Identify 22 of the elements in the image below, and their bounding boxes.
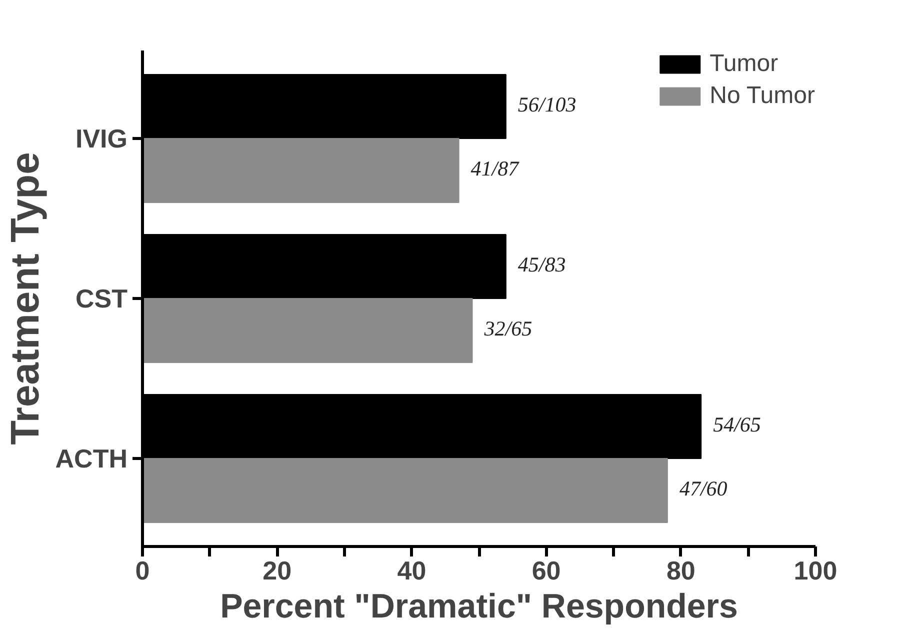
y-axis-title: Treatment Type [3,152,48,445]
data-label: 32/65 [483,316,532,340]
x-tick-label: 40 [397,556,426,586]
bar [142,458,668,523]
bar [142,298,473,363]
x-tick-label: 20 [262,556,292,586]
bar [142,138,460,203]
x-tick-label: 100 [794,556,838,586]
y-tick-label: CST [76,284,128,314]
x-axis-title: Percent "Dramatic" Responders [220,588,738,626]
x-tick-label: 60 [532,556,561,586]
legend-label: Tumor [710,50,778,78]
x-tick-label: 80 [666,556,696,586]
data-label: 47/60 [679,476,728,500]
x-tick-label: 0 [135,556,150,586]
y-tick-label: ACTH [55,444,128,474]
legend-label: No Tumor [710,82,815,110]
data-label: 45/83 [518,252,566,276]
y-tick-label: IVIG [75,124,128,154]
data-label: 54/65 [713,412,761,436]
data-label: 56/103 [518,92,576,116]
data-label: 41/87 [470,156,520,180]
